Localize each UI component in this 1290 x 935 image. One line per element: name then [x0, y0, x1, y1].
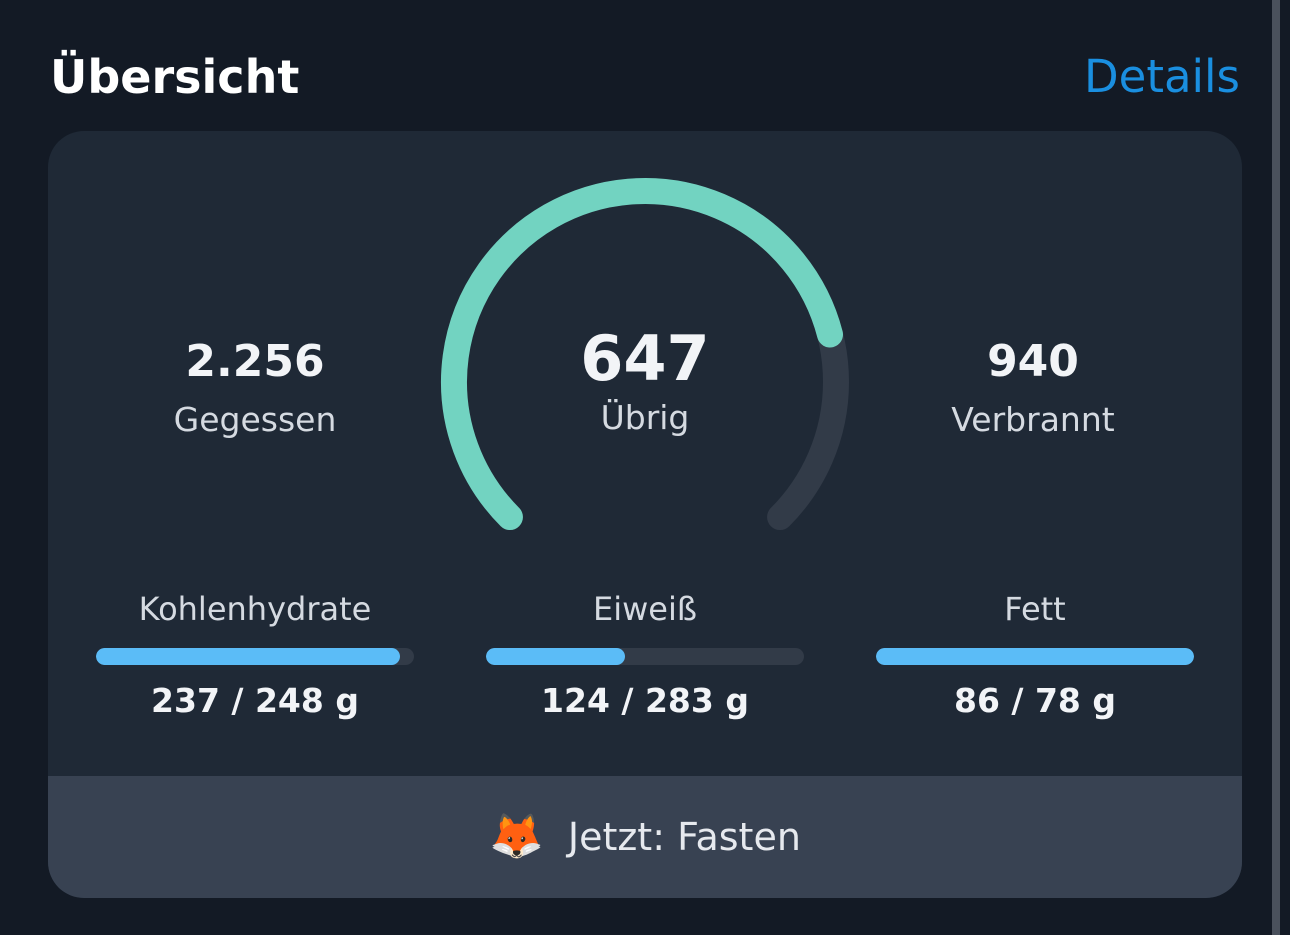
macro-carbs-track [96, 648, 414, 665]
eaten-stat: 2.256 Gegessen [55, 336, 455, 440]
gauge-fill [441, 178, 843, 531]
burned-stat: 940 Verbrannt [833, 336, 1233, 440]
burned-label: Verbrannt [951, 400, 1115, 439]
burned-value: 940 [987, 336, 1079, 387]
macro-carbs-amount: 237 / 248 g [151, 681, 359, 720]
eaten-value: 2.256 [185, 336, 325, 387]
macro-fat-track [876, 648, 1194, 665]
fasting-status-label: Jetzt: Fasten [567, 815, 801, 859]
eaten-label: Gegessen [173, 400, 337, 439]
remaining-label: Übrig [600, 398, 690, 437]
remaining-value: 647 [580, 322, 710, 395]
macro-carbs-fill [96, 648, 400, 665]
summary-card: 2.256 Gegessen 647 Übrig 940 Verbrannt K… [48, 131, 1242, 898]
macro-fat-fill [876, 648, 1194, 665]
macro-protein-track [486, 648, 804, 665]
fox-icon: 🦊 [489, 811, 544, 862]
macro-carbs: Kohlenhydrate 237 / 248 g [96, 589, 414, 721]
remaining-stat: 647 Übrig [445, 326, 845, 438]
calorie-gauge [441, 178, 849, 531]
macro-carbs-name: Kohlenhydrate [138, 590, 372, 628]
macro-protein-name: Eiweiß [592, 590, 697, 628]
scrollbar[interactable] [1272, 0, 1280, 935]
macro-fat-amount: 86 / 78 g [954, 681, 1116, 720]
macro-fat-name: Fett [1004, 590, 1066, 628]
macro-fat: Fett 86 / 78 g [876, 589, 1194, 721]
details-link[interactable]: Details [1083, 50, 1240, 103]
fasting-status-button[interactable]: 🦊 Jetzt: Fasten [48, 776, 1242, 898]
macro-protein-fill [486, 648, 626, 665]
macro-protein: Eiweiß 124 / 283 g [486, 589, 804, 721]
macro-protein-amount: 124 / 283 g [541, 681, 749, 720]
section-title: Übersicht [50, 50, 300, 104]
